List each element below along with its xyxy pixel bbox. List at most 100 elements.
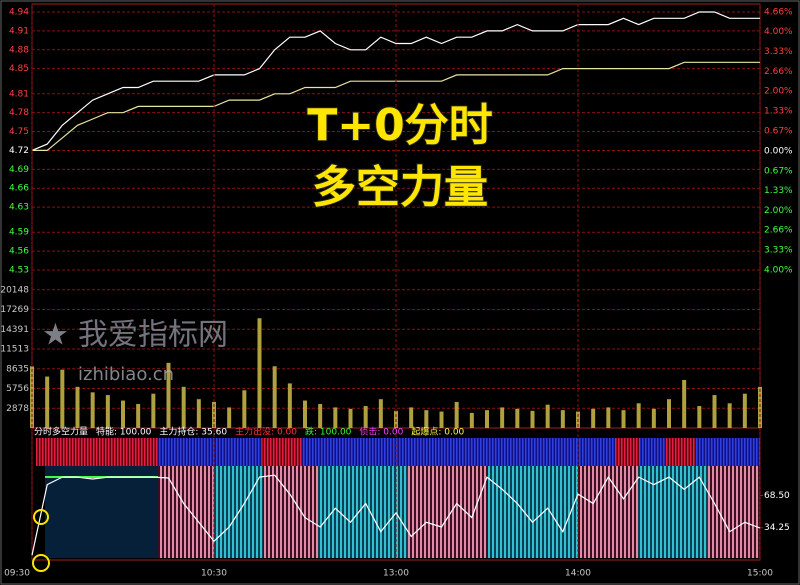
y-tick-label: 8635: [6, 364, 29, 374]
overlay-title: T+0分时: [307, 100, 493, 151]
volume-bar: [712, 395, 717, 428]
volume-bar: [409, 407, 414, 428]
y2-tick-label: 4.66%: [764, 8, 793, 18]
volume-bar: [333, 407, 338, 428]
y2-tick-label: 2.66%: [764, 67, 793, 77]
x-tick-label: 09:30: [4, 569, 30, 579]
y-tick-label: 4.63: [9, 203, 29, 213]
y2-tick-label: 2.66%: [764, 226, 793, 236]
y-tick-label: 11513: [0, 345, 29, 355]
x-tick-label: 15:00: [747, 569, 773, 579]
volume-bar: [75, 386, 80, 428]
volume-bar: [667, 399, 671, 428]
x-tick-label: 13:00: [383, 569, 409, 579]
volume-bar: [469, 412, 474, 428]
y-tick-label: 4.56: [9, 247, 29, 257]
volume-bar: [363, 406, 368, 428]
series-line: [31, 474, 761, 556]
y-tick-label: 4.69: [9, 165, 29, 175]
volume-bar: [515, 408, 520, 428]
volume-bar: [166, 362, 171, 428]
volume-bar: [303, 400, 307, 428]
volume-bar: [545, 404, 550, 428]
volume-bar: [181, 386, 186, 428]
indicator-background: [36, 438, 760, 558]
indicator-value: 主力出没: 0.00: [235, 426, 297, 438]
indicator-value: 侦击: 0.00: [359, 426, 403, 438]
volume-bar: [151, 393, 156, 428]
y-tick-label: 4.81: [9, 89, 29, 99]
indicator-value: 起爆点: 0.00: [411, 426, 464, 438]
y-tick-label: 4.85: [9, 64, 29, 74]
y-tick-label: 4.72: [9, 146, 29, 156]
x-tick-label: 14:00: [565, 569, 591, 579]
y-tick-label: 4.66: [9, 184, 29, 194]
series-line: [31, 11, 760, 151]
volume-bar: [727, 403, 732, 428]
y2-tick-label: 4.00%: [764, 27, 793, 37]
volume-bar: [90, 392, 95, 428]
y2-tick-label: 34.25: [764, 523, 790, 533]
volume-bar: [682, 379, 687, 428]
volume-bar: [227, 407, 232, 428]
y2-tick-label: 2.00%: [764, 206, 793, 216]
volume-bar: [348, 408, 353, 428]
volume-bar: [30, 366, 34, 428]
indicator-value: 跌: 100.00: [305, 427, 352, 438]
y-tick-label: 2878: [6, 404, 29, 414]
y-tick-label: 14391: [0, 325, 29, 335]
volume-bar: [606, 407, 611, 428]
y2-tick-label: 1.33%: [764, 107, 793, 117]
volume-bar: [636, 403, 641, 428]
volume-bar: [758, 386, 762, 428]
volume-bar: [378, 399, 383, 428]
y-tick-label: 4.75: [9, 127, 29, 137]
y2-tick-label: 2.00%: [764, 87, 793, 97]
volume-bar: [439, 411, 444, 428]
watermark-star: ★: [42, 318, 69, 353]
y-tick-label: 5756: [6, 384, 29, 394]
volume-bar: [742, 393, 747, 428]
volume-bar: [287, 383, 292, 428]
y-tick-label: 17269: [0, 305, 29, 315]
volume-bar: [560, 410, 565, 428]
y2-tick-label: 3.33%: [764, 246, 793, 256]
x-tick-label: 10:30: [201, 569, 227, 579]
volume-bar: [45, 376, 50, 428]
indicator-title: 分时多空力量: [34, 426, 88, 438]
indicator-value: 特能: 100.00: [96, 426, 152, 438]
volume-bar: [60, 369, 65, 428]
volume-bar: [591, 408, 596, 428]
volume-bar: [424, 410, 429, 428]
y-tick-label: 4.59: [9, 228, 29, 238]
volume-bar: [242, 390, 247, 428]
y2-tick-label: 3.33%: [764, 47, 793, 57]
highlight-circle: [33, 509, 49, 525]
watermark-url: izhibiao.cn: [78, 364, 174, 385]
volume-bar: [485, 410, 489, 428]
y2-tick-label: 4.00%: [764, 266, 793, 276]
volume-bar: [257, 318, 262, 428]
volume-bar: [136, 403, 141, 428]
y-tick-label: 4.91: [9, 26, 29, 36]
volume-bar: [318, 403, 323, 428]
highlight-circle: [32, 554, 50, 572]
volume-bar: [105, 395, 110, 428]
y-tick-label: 4.88: [9, 45, 29, 55]
volume-bar: [121, 400, 125, 428]
volume-bar: [454, 401, 459, 428]
overlay-subtitle: 多空力量: [312, 162, 488, 213]
y-tick-label: 4.53: [9, 266, 29, 276]
indicator-value: 主力持仓: 35.60: [159, 426, 227, 438]
y-tick-label: 20148: [0, 285, 29, 295]
y2-tick-label: 0.67%: [764, 166, 793, 176]
volume-bar: [272, 366, 277, 428]
y2-tick-label: 1.33%: [764, 186, 793, 196]
y2-tick-label: 68.50: [764, 491, 790, 501]
watermark: 我爱指标网: [78, 318, 228, 353]
y2-tick-label: 0.67%: [764, 126, 793, 136]
y2-tick-label: 0.00%: [764, 146, 793, 156]
volume-bar: [500, 407, 505, 428]
